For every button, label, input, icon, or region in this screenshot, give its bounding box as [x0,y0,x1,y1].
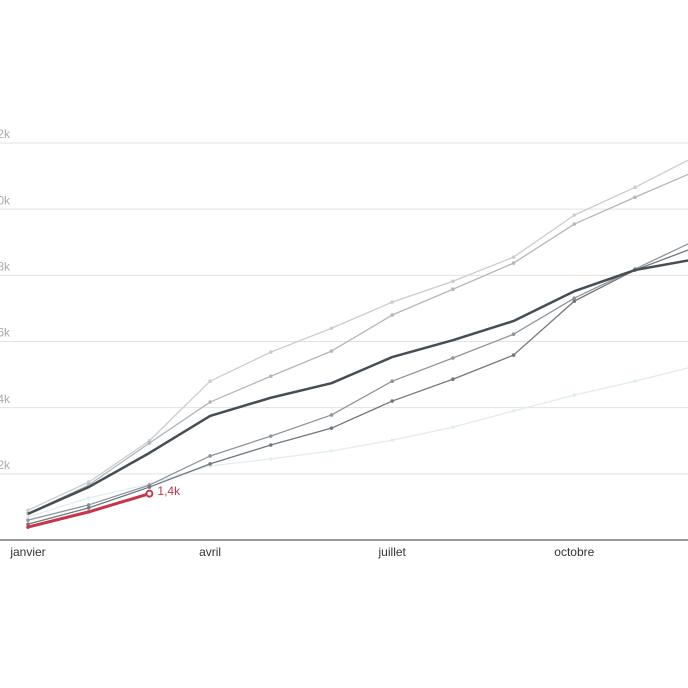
x-tick-label: octobre [554,545,594,559]
y-tick-label: 8k [0,260,11,274]
point [208,379,212,384]
y-tick-label: 12k [0,127,11,141]
value-label: 1,4k [157,484,181,498]
point [451,279,455,284]
point [390,399,395,403]
point [329,449,334,453]
point [269,374,273,379]
point [269,350,273,354]
point [390,379,395,384]
point [26,522,30,526]
point [269,457,273,461]
point-marker [145,489,154,498]
point [572,296,577,300]
point [86,496,91,500]
series-line [27,367,688,518]
point [329,426,334,430]
point [511,353,516,357]
y-tick-label: 4k [0,392,11,406]
point [86,506,91,510]
point [633,195,637,200]
point [633,379,637,384]
x-tick-label: juillet [378,545,407,559]
point [572,393,577,397]
x-tick-label: janvier [9,545,45,559]
x-tick-label: avril [199,545,221,559]
point [208,400,212,404]
point [511,332,516,337]
point [86,503,91,507]
series-line [27,259,688,516]
series-line [27,243,688,521]
point [26,508,30,513]
point [451,287,455,292]
point [390,313,395,317]
point [269,443,273,447]
point [572,222,577,226]
point [633,185,637,190]
point [511,261,516,265]
point [208,462,212,466]
point [208,454,212,458]
point [86,510,91,514]
point [26,518,30,522]
point [86,480,91,484]
point [147,485,152,489]
series-line [27,173,688,515]
point [451,425,455,429]
point [390,438,395,442]
point [269,434,273,438]
point [451,356,455,360]
point [26,525,30,529]
point [26,515,30,519]
y-tick-label: 6k [0,326,11,340]
point [572,213,577,217]
point [329,349,334,353]
series-line [27,249,688,525]
point [329,413,334,417]
point [451,377,455,382]
point [147,441,152,445]
point [390,300,395,304]
y-tick-label: 10k [0,193,11,207]
series-line [27,159,688,511]
y-tick-label: 2k [0,458,11,472]
point [511,409,516,413]
point [572,299,577,303]
point [329,326,334,331]
point [511,255,516,259]
